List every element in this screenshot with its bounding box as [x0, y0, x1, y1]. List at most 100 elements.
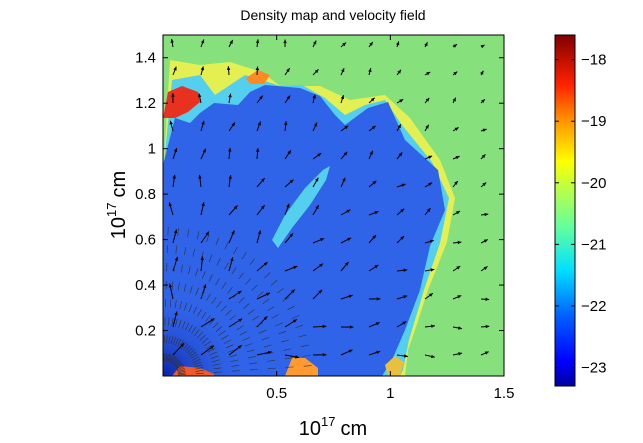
velocity-arrowhead	[374, 211, 379, 215]
velocity-ray	[249, 258, 255, 266]
velocity-arrowhead	[375, 322, 380, 326]
velocity-arrowhead	[376, 350, 381, 355]
velocity-arrowhead	[289, 233, 293, 238]
velocity-arrowhead	[174, 311, 178, 316]
velocity-ray	[206, 234, 210, 242]
velocity-ray	[206, 344, 214, 350]
velocity-arrowhead	[484, 212, 489, 217]
velocity-ray	[188, 349, 195, 356]
velocity-arrowhead	[255, 39, 260, 44]
velocity-ray	[187, 229, 190, 238]
velocity-arrowhead	[210, 318, 215, 322]
velocity-arrowhead	[480, 44, 485, 49]
velocity-arrowhead	[457, 240, 462, 245]
velocity-arrowhead	[372, 235, 377, 239]
velocity-ray	[291, 315, 300, 319]
velocity-ray	[188, 304, 193, 313]
velocity-arrowhead	[230, 257, 234, 262]
velocity-ray	[229, 314, 236, 321]
y-axis-label: 1017 cm	[104, 171, 130, 239]
velocity-arrowhead	[370, 97, 375, 102]
y-tick-label: 1.4	[135, 50, 156, 67]
velocity-arrowhead	[457, 295, 462, 299]
velocity-arrowhead	[291, 289, 295, 294]
velocity-arrowhead	[483, 239, 488, 243]
colorbar-tick-label: −21	[581, 236, 606, 253]
velocity-ray	[300, 344, 309, 347]
velocity-ray	[174, 300, 177, 309]
velocity-arrowhead	[369, 150, 373, 155]
velocity-arrowhead	[200, 39, 205, 44]
velocity-arrowhead	[210, 345, 214, 350]
velocity-ray	[264, 272, 271, 279]
colorbar-tick-label: −23	[581, 360, 606, 377]
velocity-arrowhead	[263, 262, 268, 266]
velocity-ray	[189, 351, 197, 357]
velocity-ray	[231, 267, 237, 275]
velocity-ray	[212, 322, 219, 329]
velocity-arrowhead	[401, 183, 406, 187]
velocity-arrowhead	[430, 354, 435, 359]
velocity-ray	[190, 354, 198, 359]
velocity-ray	[276, 288, 284, 294]
velocity-ray	[241, 252, 247, 260]
y-axis-ticks: 0.2 0.4 0.6 0.8 1 1.2 1.4	[135, 50, 504, 340]
velocity-arrowhead	[482, 182, 487, 187]
velocity-ray	[180, 264, 183, 273]
velocity-ray	[168, 354, 172, 363]
velocity-ray	[238, 297, 245, 304]
velocity-arrowhead	[403, 268, 408, 273]
velocity-arrowhead	[396, 41, 400, 46]
velocity-ray	[168, 335, 171, 344]
velocity-arrowhead	[170, 38, 174, 43]
velocity-ray	[195, 369, 204, 372]
velocity-ray	[205, 315, 211, 322]
velocity-arrowhead	[237, 290, 242, 295]
velocity-arrowhead	[425, 124, 429, 129]
velocity-ray	[196, 231, 200, 240]
plot-area	[163, 35, 504, 376]
velocity-ray	[199, 334, 206, 341]
plot-frame	[162, 34, 505, 377]
velocity-ray	[249, 369, 258, 371]
velocity-ray	[189, 285, 193, 294]
velocity-arrowhead	[231, 230, 235, 235]
velocity-arrowhead	[397, 124, 401, 129]
velocity-arrowhead	[238, 318, 243, 323]
velocity-ray	[278, 330, 287, 335]
velocity-ray	[225, 309, 232, 316]
x-tick-label: 1	[386, 385, 394, 402]
velocity-ray	[225, 344, 234, 349]
colorbar-tick-label: −19	[581, 113, 606, 130]
velocity-ray	[267, 367, 276, 369]
velocity-ray	[218, 330, 226, 336]
velocity-ray	[191, 326, 197, 334]
velocity-arrowhead	[372, 180, 377, 185]
velocity-ray	[249, 362, 258, 365]
velocity-arrowhead	[168, 283, 173, 288]
colorbar-tick-label: −18	[581, 52, 606, 69]
velocity-arrowhead	[172, 174, 176, 179]
velocity-arrowhead	[456, 211, 461, 215]
velocity-ray	[176, 364, 184, 370]
velocity-ray	[164, 353, 166, 362]
velocity-ray	[224, 262, 229, 270]
velocity-ray	[170, 336, 174, 345]
velocity-arrowhead	[426, 208, 431, 213]
velocity-ray	[201, 311, 207, 319]
velocity-ray	[208, 274, 213, 282]
velocity-ray	[303, 365, 312, 367]
velocity-ray	[177, 372, 186, 375]
velocity-arrowhead	[259, 95, 263, 100]
velocity-ray	[191, 356, 200, 361]
velocity-arrowhead	[453, 44, 458, 48]
velocity-ray	[184, 345, 191, 352]
velocity-ray	[258, 329, 267, 334]
velocity-arrowhead	[322, 353, 327, 357]
velocity-arrowhead	[399, 99, 404, 103]
velocity-ray	[171, 357, 178, 365]
velocity-ray	[195, 268, 199, 277]
velocity-ray	[174, 360, 181, 367]
velocity-ray	[169, 299, 172, 308]
velocity-ray	[200, 251, 204, 260]
